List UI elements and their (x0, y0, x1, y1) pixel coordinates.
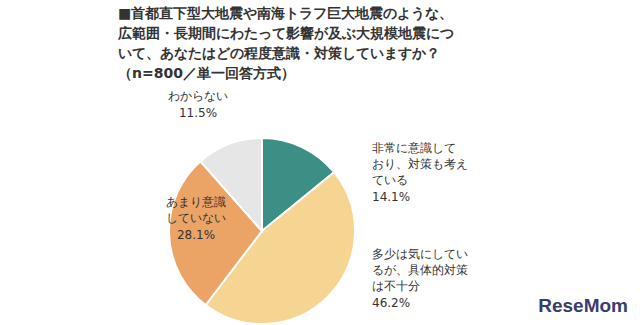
slice-label-line: ている (372, 173, 408, 187)
slice-label-line: は不十分 (372, 279, 420, 293)
slice-label: わからない (168, 89, 228, 103)
slice-label-line: わからない (168, 89, 228, 103)
slice-label: 非常に意識しており、対策も考えている (372, 141, 468, 187)
page: {"chart_data": {"type": "pie", "title": … (0, 0, 640, 325)
slice-label-line: していない (166, 211, 226, 225)
slice-label-line: 多少は気にしてい (372, 247, 468, 261)
slice-label-line: るが、具体的対策 (372, 263, 468, 277)
chart: ■首都直下型大地震や南海トラフ巨大地震のような、広範囲・長期間にわたって影響が及… (0, 0, 640, 325)
title-line: いて、あなたはどの程度意識・対策していますか？ (118, 45, 440, 61)
subtitle: （n=800／単一回答方式） (118, 65, 295, 81)
slice-label: あまり意識していない (166, 195, 226, 225)
slice-label-line: あまり意識 (166, 195, 226, 209)
slice-label-line: おり、対策も考え (372, 157, 468, 171)
title-line: 広範囲・長期間にわたって影響が及ぶ大規模地震につ (117, 25, 454, 41)
data-label: 14.1% (372, 190, 410, 204)
title: ■首都直下型大地震や南海トラフ巨大地震のような、広範囲・長期間にわたって影響が及… (117, 5, 454, 61)
data-label: 28.1% (177, 228, 215, 242)
pie (169, 138, 355, 324)
title-line: ■首都直下型大地震や南海トラフ巨大地震のような、 (118, 5, 453, 22)
watermark: ReseMom (538, 295, 628, 316)
slice-label-line: 非常に意識して (372, 141, 456, 155)
slice-label: 多少は気にしているが、具体的対策は不十分 (372, 247, 468, 293)
data-label: 46.2% (372, 296, 410, 310)
data-label: 11.5% (179, 106, 217, 120)
